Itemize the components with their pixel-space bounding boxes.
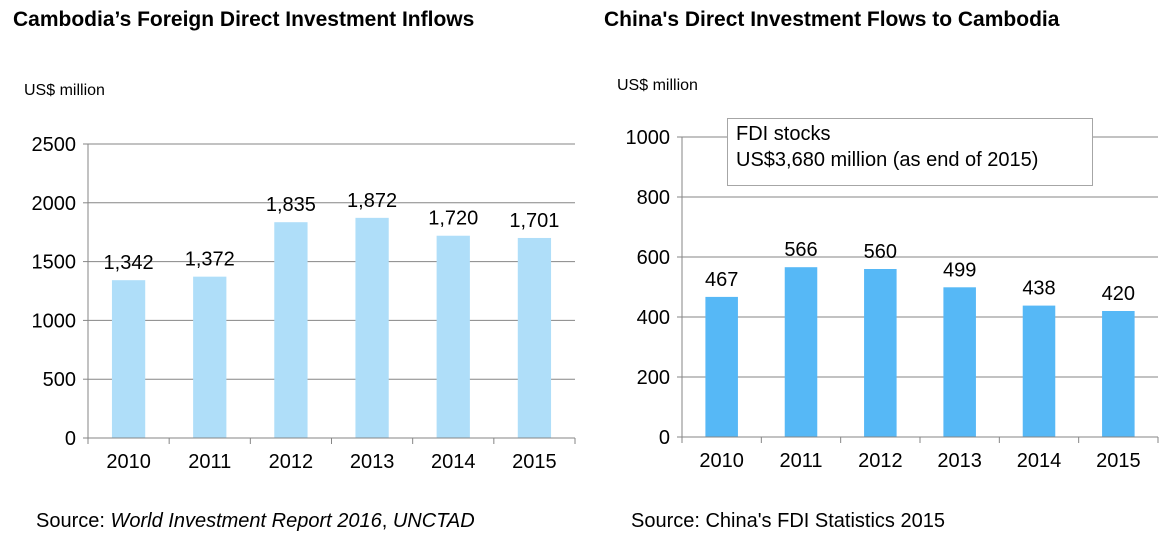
left-bar: [274, 222, 308, 438]
left-ytick-label: 0: [65, 428, 76, 450]
right-ytick-label: 0: [659, 427, 670, 449]
left-xtick-label: 2011: [188, 451, 231, 473]
right-data-label: 499: [943, 259, 976, 281]
left-ytick-label: 2500: [32, 134, 77, 156]
left-source: Source: World Investment Report 2016, UN…: [36, 510, 475, 533]
right-bar: [1022, 305, 1056, 437]
right-source: Source: China's FDI Statistics 2015: [631, 510, 945, 532]
left-bar: [436, 235, 470, 438]
left-bar: [111, 280, 146, 438]
right-bar: [784, 267, 818, 437]
left-bar: [517, 237, 552, 438]
right-data-label: 420: [1102, 283, 1135, 305]
left-xtick-label: 2013: [350, 451, 395, 473]
right-ytick-label: 800: [637, 187, 670, 209]
right-data-label: 467: [705, 269, 738, 291]
left-data-label: 1,372: [185, 249, 235, 271]
left-source-report: World Investment Report 2016: [110, 510, 382, 532]
right-xtick-label: 2010: [699, 450, 744, 472]
left-ytick-label: 2000: [32, 193, 77, 215]
right-xtick-label: 2013: [937, 450, 982, 472]
right-ytick-label: 200: [637, 367, 670, 389]
right-unit-label: US$ million: [617, 77, 698, 94]
left-data-label: 1,342: [104, 252, 154, 274]
left-data-label: 1,701: [509, 210, 559, 232]
left-ytick-label: 1500: [32, 252, 77, 274]
left-ytick-label: 1000: [32, 310, 77, 332]
right-xtick-label: 2012: [858, 450, 903, 472]
right-data-label: 438: [1022, 278, 1055, 300]
left-source-sep: ,: [381, 510, 393, 532]
left-xtick-label: 2010: [106, 451, 151, 473]
left-unit-label: US$ million: [24, 82, 105, 99]
left-data-label: 1,835: [266, 194, 316, 216]
left-bar: [193, 276, 227, 438]
right-ytick-label: 400: [637, 307, 670, 329]
right-ytick-label: 600: [637, 247, 670, 269]
right-chart-plot: 0 200 400 600 800 1000 467 2010 566 2011 560 2012 49…: [626, 127, 1159, 472]
right-xtick-label: 2015: [1096, 450, 1141, 472]
left-bar: [355, 217, 389, 438]
annotation-line-2: US$3,680 million (as end of 2015): [736, 149, 1039, 171]
left-xtick-label: 2012: [269, 451, 314, 473]
fdi-stocks-annotation: FDI stocks US$3,680 million (as end of 2…: [727, 118, 1093, 186]
left-data-label: 1,720: [428, 208, 478, 230]
right-bar: [705, 296, 738, 437]
right-chart-title: China's Direct Investment Flows to Cambo…: [604, 8, 1060, 31]
left-ytick-label: 500: [43, 369, 76, 391]
left-chart-title: Cambodia’s Foreign Direct Investment Inf…: [13, 8, 475, 31]
left-data-label: 1,872: [347, 190, 397, 212]
annotation-line-1: FDI stocks: [736, 123, 831, 145]
right-bar: [864, 269, 897, 437]
right-bar: [1102, 311, 1135, 437]
right-bar: [943, 287, 976, 437]
right-xtick-label: 2011: [779, 450, 822, 472]
left-source-org: UNCTAD: [392, 510, 475, 532]
right-ytick-label: 1000: [626, 127, 671, 149]
left-source-prefix: Source:: [36, 510, 111, 532]
left-xtick-label: 2015: [512, 451, 557, 473]
left-xtick-label: 2014: [431, 451, 476, 473]
right-xtick-label: 2014: [1017, 450, 1062, 472]
right-data-label: 566: [784, 239, 817, 261]
right-data-label: 560: [864, 241, 897, 263]
left-chart-plot: 0 500 1000 1500 2000 2500 1,342 2010 1,372 2011 1,…: [32, 134, 576, 473]
